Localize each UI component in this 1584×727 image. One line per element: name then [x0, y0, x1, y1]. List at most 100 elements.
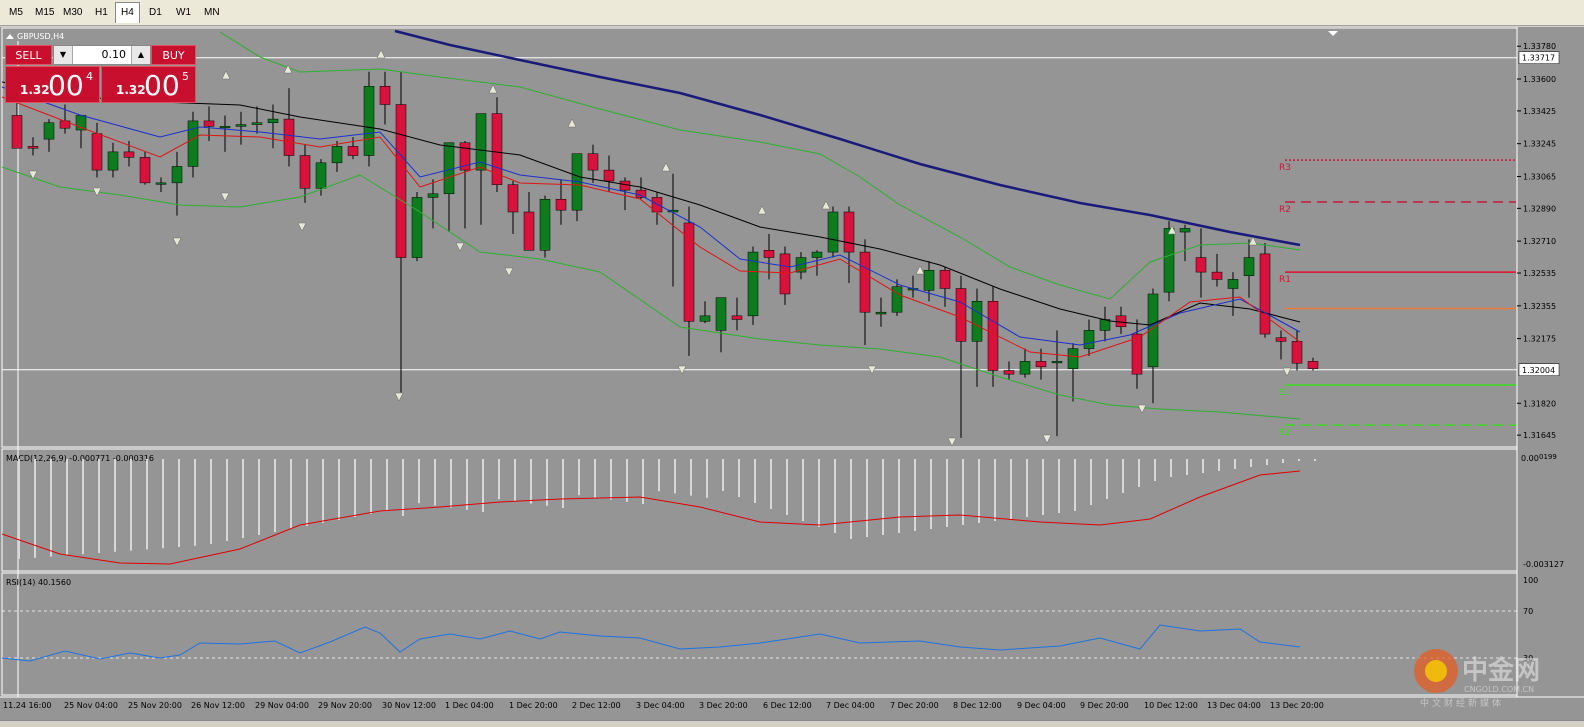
fractal-down-icon [297, 222, 307, 232]
rsi-line [1, 624, 1301, 662]
price-tick-label: 1.33780 [1523, 42, 1556, 51]
candle-body [1291, 341, 1303, 364]
shift-marker-icon [1328, 31, 1338, 36]
fractal-up-icon [488, 84, 498, 94]
fractal-up-icon [1167, 225, 1177, 235]
time-axis-label: 2 Dec 12:00 [572, 701, 621, 710]
candle-body [539, 198, 551, 251]
candle-body [331, 146, 343, 164]
tab-timeframe-h1[interactable]: H1 [95, 7, 108, 18]
macd-axis-top: 0.00 [1521, 454, 1539, 463]
candle-body [635, 189, 647, 198]
fractal-up-icon [1248, 236, 1258, 246]
candle-body [987, 301, 999, 371]
candle-body [843, 211, 855, 253]
candle-body [379, 86, 391, 105]
macd-label: MACD(12,26,9) -0.000771 -0.000316 [6, 454, 154, 463]
candle-body [11, 115, 23, 149]
sell-price-box[interactable]: 1.32 00 4 [5, 66, 100, 103]
time-axis-label: 29 Nov 20:00 [318, 701, 372, 710]
time-axis-label: 13 Dec 20:00 [1270, 701, 1324, 710]
macd-axis-bottom: -0.003127 [1523, 560, 1564, 569]
candle-body [923, 270, 935, 291]
fractal-down-icon [28, 170, 38, 180]
fractal-down-icon [455, 242, 465, 252]
candle-body [443, 142, 455, 195]
price-tick-label: 1.32890 [1523, 204, 1556, 213]
price-tick-label: 1.32535 [1523, 269, 1556, 278]
candle-body [267, 118, 279, 123]
candle-body [1259, 253, 1271, 335]
buy-price-prefix: 1.32 [116, 83, 146, 97]
candle-body [347, 146, 359, 156]
candle-body [59, 120, 71, 129]
main-price-panel [1, 27, 1518, 448]
candle-body [747, 251, 759, 317]
time-axis-label: 6 Dec 12:00 [763, 701, 812, 710]
time-axis-label: 8 Dec 12:00 [953, 701, 1002, 710]
time-axis-label: 30 Nov 12:00 [382, 701, 436, 710]
candle-body [955, 288, 967, 342]
candle-body [587, 153, 599, 171]
fractal-up-icon [757, 205, 767, 215]
rsi-label: RSI(14) 40.1560 [6, 578, 71, 587]
sell-button[interactable]: SELL [5, 45, 52, 65]
candle-body [251, 122, 263, 125]
candle-body [779, 253, 791, 295]
ma-long-line [394, 29, 1301, 247]
chevron-up-icon[interactable]: ▲ [131, 46, 150, 64]
tab-timeframe-m15[interactable]: M15 [35, 7, 55, 18]
chart-window[interactable]: 1.33780 1.33600 1.33425 1.33245 1.33065 1.328… [0, 27, 1584, 720]
time-axis-label: 11.24 16:00 [3, 701, 52, 710]
fractal-up-icon [915, 265, 925, 275]
candle-body [283, 118, 295, 156]
rsi-axis-tick: 30 [1523, 654, 1533, 663]
rsi-axis-tick: 70 [1523, 607, 1533, 616]
fractal-down-icon [92, 187, 102, 197]
candle-body [235, 124, 247, 127]
ema-fast-line [1, 86, 1301, 346]
candle-body [395, 104, 407, 258]
candle-body [1003, 370, 1015, 375]
buy-button[interactable]: BUY [151, 45, 196, 65]
rsi-axis-tick: 100 [1523, 576, 1538, 585]
candle-body [699, 315, 711, 322]
candle-body [427, 193, 439, 198]
buy-price-pips: 00 [144, 69, 180, 102]
tab-timeframe-mn[interactable]: MN [204, 7, 220, 18]
price-tick-label: 1.32175 [1523, 335, 1556, 344]
candle-body [1211, 271, 1223, 280]
bollinger-upper-line [219, 31, 1301, 300]
fractal-down-icon [394, 392, 404, 402]
tab-timeframe-w1[interactable]: W1 [176, 7, 191, 18]
candle-body [1131, 333, 1143, 375]
time-axis-label: 26 Nov 12:00 [191, 701, 245, 710]
ema-slow-line [1, 96, 1301, 358]
candle-body [939, 270, 951, 289]
lot-size-input[interactable]: ▼ 0.10 ▲ [53, 45, 151, 65]
buy-price-box[interactable]: 1.32 00 5 [101, 66, 196, 103]
lot-size-value[interactable]: 0.10 [101, 48, 127, 61]
symbol-label: GBPUSD,H4 [17, 32, 64, 41]
candle-body [363, 86, 375, 156]
price-tick-label: 1.31645 [1523, 431, 1556, 440]
chevron-down-icon[interactable]: ▼ [54, 46, 73, 64]
tab-timeframe-m30[interactable]: M30 [63, 7, 83, 18]
candle-body [411, 197, 423, 258]
price-marker-box [1518, 51, 1560, 64]
time-axis-label: 1 Dec 04:00 [445, 701, 494, 710]
watermark-url: CNGOLD.COM.CN [1464, 685, 1534, 694]
candle-body [555, 198, 567, 211]
tab-timeframe-h4[interactable]: H4 [115, 2, 140, 23]
candle-body [475, 113, 487, 171]
price-tick-label: 1.33600 [1523, 75, 1556, 84]
candle-body [139, 157, 151, 184]
tab-timeframe-m5[interactable]: M5 [9, 7, 23, 18]
tab-timeframe-d1[interactable]: D1 [149, 7, 162, 18]
candle-body [683, 222, 695, 322]
macd-top-value: 0199 [1539, 453, 1557, 461]
time-axis-label: 3 Dec 04:00 [636, 701, 685, 710]
candle-body [1035, 361, 1047, 368]
candle-body [763, 250, 775, 258]
sell-price-prefix: 1.32 [20, 83, 50, 97]
